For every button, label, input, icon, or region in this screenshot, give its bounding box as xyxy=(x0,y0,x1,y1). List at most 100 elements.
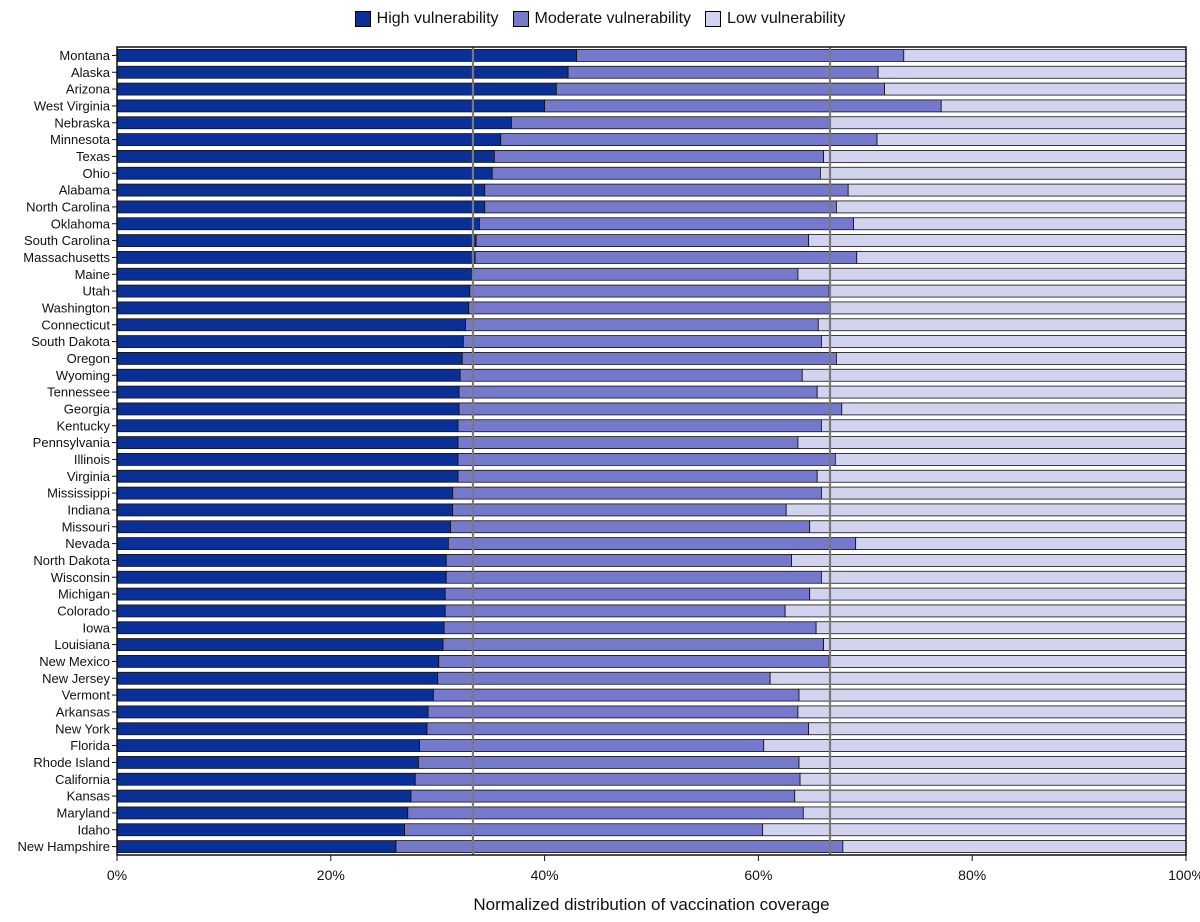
bar-oregon-high xyxy=(116,352,463,365)
bar-colorado-high xyxy=(116,604,446,618)
bar-washington-low xyxy=(829,301,1187,315)
bar-new-hampshire-moderate xyxy=(395,840,844,853)
bar-kentucky-low xyxy=(821,419,1187,433)
bar-connecticut-moderate xyxy=(465,318,819,332)
bar-arkansas-high xyxy=(116,705,429,719)
bar-oregon-low xyxy=(836,352,1187,365)
x-tick-label: 20% xyxy=(317,867,345,883)
bar-florida-high xyxy=(116,739,420,752)
bar-missouri-low xyxy=(809,520,1187,534)
legend-item-high: High vulnerability xyxy=(354,10,499,28)
bar-arkansas-moderate xyxy=(427,705,799,719)
bar-texas-high xyxy=(116,150,495,163)
bar-maine-moderate xyxy=(471,267,799,281)
category-label: Montana xyxy=(59,48,110,63)
bar-wisconsin-low xyxy=(821,570,1187,584)
bar-kansas-low xyxy=(794,789,1187,803)
bar-alaska-moderate xyxy=(567,65,879,79)
bar-iowa-moderate xyxy=(443,621,817,635)
bar-west-virginia-moderate xyxy=(544,99,942,113)
bar-minnesota-high xyxy=(116,133,502,146)
bar-kansas-high xyxy=(116,789,412,803)
bar-idaho-low xyxy=(762,823,1187,837)
legend: High vulnerability Moderate vulnerabilit… xyxy=(0,10,1200,28)
bar-texas-moderate xyxy=(493,150,825,163)
bar-michigan-low xyxy=(809,587,1187,601)
legend-label-moderate: Moderate vulnerability xyxy=(534,10,692,27)
bar-pennsylvania-moderate xyxy=(457,436,799,449)
category-label: West Virginia xyxy=(34,98,111,113)
x-axis: 0% 20% 40% 60% 80% 100% xyxy=(107,855,1200,883)
category-label: Nevada xyxy=(65,536,111,551)
x-tick-label: 60% xyxy=(744,867,772,883)
category-label: Colorado xyxy=(57,603,110,618)
category-label: Missouri xyxy=(62,519,111,534)
bar-vermont-moderate xyxy=(433,688,800,702)
bar-north-dakota-low xyxy=(791,554,1187,567)
bar-florida-low xyxy=(763,739,1187,752)
bar-indiana-high xyxy=(116,503,454,517)
reference-lines xyxy=(471,47,832,855)
category-label: Tennessee xyxy=(47,385,110,400)
legend-item-moderate: Moderate vulnerability xyxy=(512,10,692,28)
bar-connecticut-low xyxy=(817,318,1187,332)
bar-illinois-high xyxy=(116,453,459,466)
bar-wisconsin-moderate xyxy=(445,570,822,584)
bar-michigan-moderate xyxy=(444,587,811,601)
bar-rhode-island-moderate xyxy=(418,756,800,769)
bar-idaho-moderate xyxy=(404,823,764,837)
x-axis-title: Normalized distribution of vaccination c… xyxy=(473,895,829,914)
category-label: Arizona xyxy=(66,82,111,97)
category-label: Idaho xyxy=(77,822,110,837)
category-label: South Carolina xyxy=(24,233,111,248)
legend-swatch-low xyxy=(705,11,722,27)
bar-washington-high xyxy=(116,301,470,315)
category-label: North Dakota xyxy=(33,553,110,568)
bar-new-york-moderate xyxy=(426,722,810,736)
category-label: Maryland xyxy=(57,805,110,820)
bar-west-virginia-low xyxy=(940,99,1187,113)
bar-maine-low xyxy=(797,267,1187,281)
category-label: Vermont xyxy=(62,688,111,703)
bar-oklahoma-moderate xyxy=(478,217,854,231)
bar-new-york-high xyxy=(116,722,428,736)
bar-california-high xyxy=(116,772,416,786)
bars-layer xyxy=(116,49,1187,853)
category-label: New Jersey xyxy=(42,671,110,686)
category-label: Georgia xyxy=(64,401,111,416)
bar-louisiana-high xyxy=(116,638,444,651)
bar-new-hampshire-low xyxy=(842,840,1187,853)
bar-mississippi-moderate xyxy=(452,486,822,500)
bar-south-dakota-high xyxy=(116,335,464,348)
bar-alaska-low xyxy=(877,65,1187,79)
bar-north-dakota-high xyxy=(116,554,447,567)
bar-nevada-moderate xyxy=(447,537,857,550)
bar-virginia-low xyxy=(816,469,1187,483)
bar-vermont-low xyxy=(798,688,1187,702)
bar-wyoming-high xyxy=(116,368,461,382)
plot-frame xyxy=(116,46,1187,856)
bar-nevada-high xyxy=(116,537,449,550)
category-label: Nebraska xyxy=(54,115,110,130)
bar-maine-high xyxy=(116,267,473,281)
bar-ohio-high xyxy=(116,166,493,180)
bar-wyoming-moderate xyxy=(459,368,803,382)
bar-connecticut-high xyxy=(116,318,466,332)
bar-minnesota-moderate xyxy=(500,133,878,146)
bar-mississippi-high xyxy=(116,486,454,500)
bar-new-mexico-high xyxy=(116,655,440,668)
bar-rhode-island-high xyxy=(116,756,419,769)
bar-colorado-moderate xyxy=(444,604,786,618)
bar-montana-high xyxy=(116,49,578,62)
bar-north-dakota-moderate xyxy=(445,554,792,567)
bar-new-york-low xyxy=(808,722,1187,736)
legend-swatch-high xyxy=(354,11,371,27)
bar-alaska-high xyxy=(116,65,569,79)
bar-maryland-moderate xyxy=(407,806,804,820)
category-label: South Dakota xyxy=(31,334,111,349)
bar-arizona-high xyxy=(116,82,557,96)
category-label: Louisiana xyxy=(54,637,110,652)
category-label: North Carolina xyxy=(26,199,111,214)
category-label: California xyxy=(55,772,111,787)
